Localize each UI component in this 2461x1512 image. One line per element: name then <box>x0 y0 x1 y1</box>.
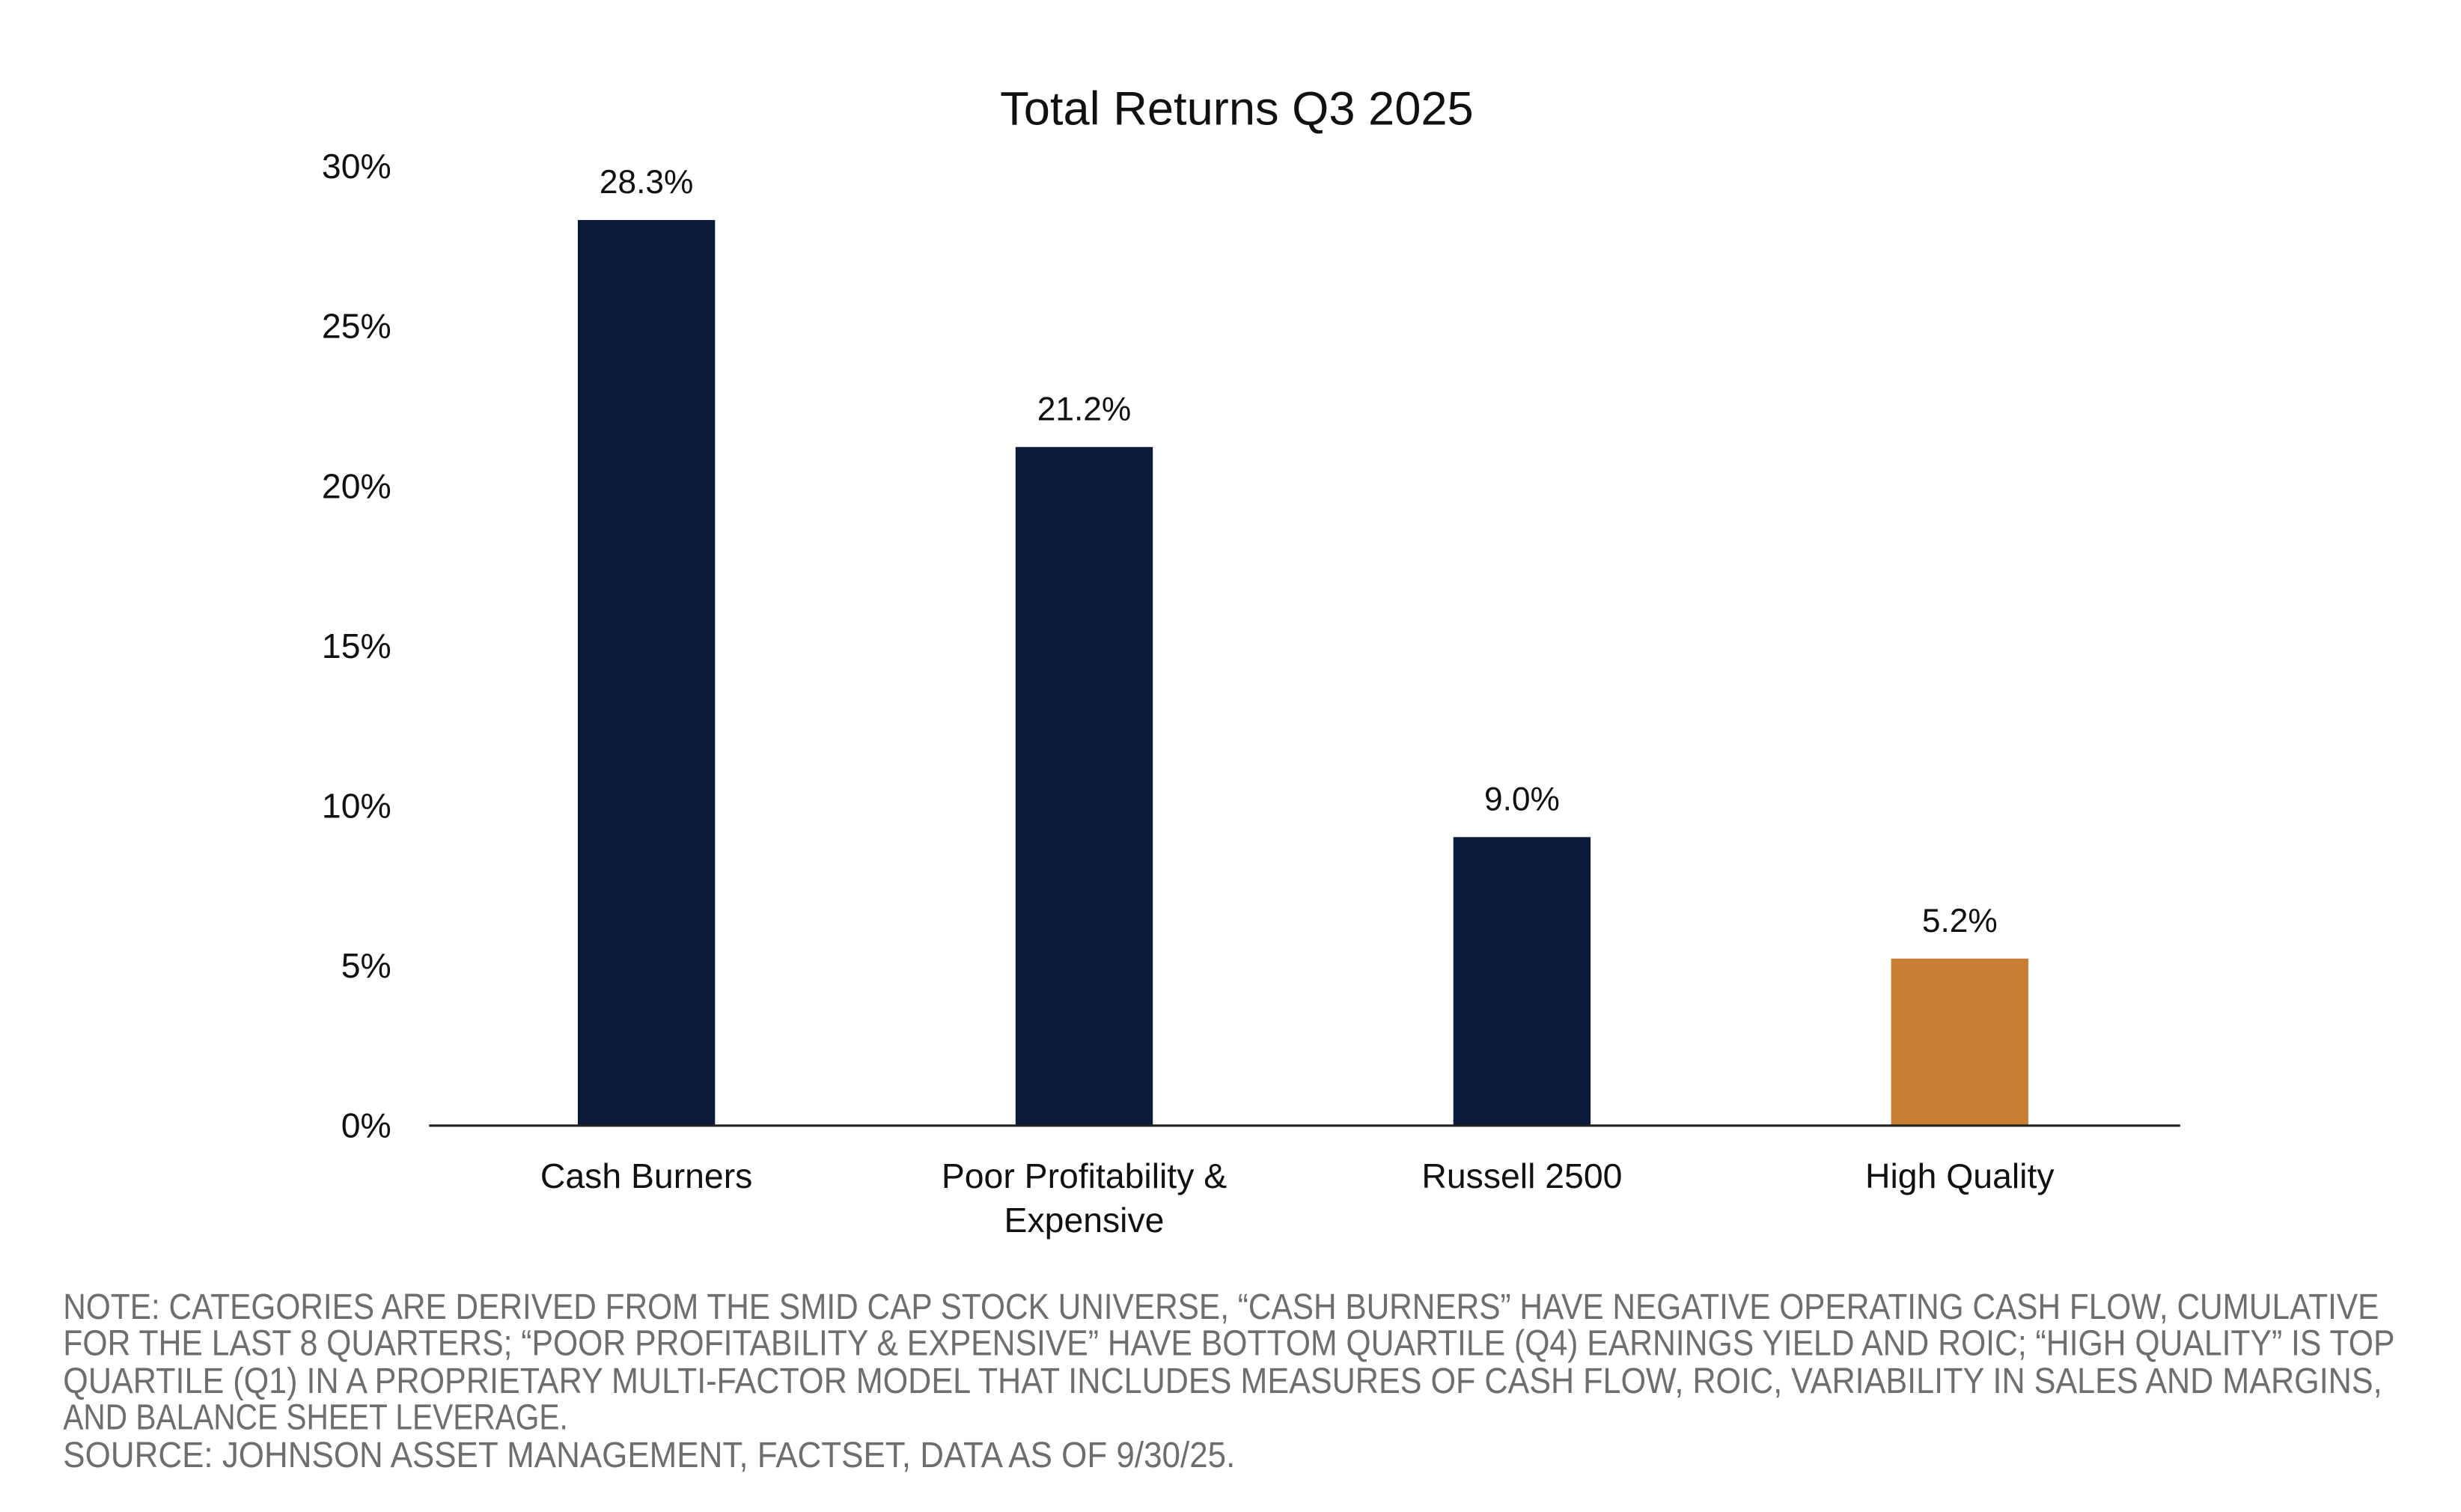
x-tick-label: Cash Burners <box>540 1156 752 1195</box>
bar-value-label: 5.2% <box>1922 903 1998 939</box>
bar <box>1891 958 2028 1125</box>
bar-value-label: 9.0% <box>1484 781 1560 818</box>
chart-title: Total Returns Q3 2025 <box>1000 83 1474 135</box>
footnote: NOTE: CATEGORIES ARE DERIVED FROM THE SM… <box>63 1287 2394 1475</box>
note-line: NOTE: CATEGORIES ARE DERIVED FROM THE SM… <box>63 1287 2379 1327</box>
y-tick-label: 25% <box>322 307 391 346</box>
x-tick-label: Poor Profitability & <box>942 1156 1227 1195</box>
bar <box>1015 447 1153 1125</box>
note-line: FOR THE LAST 8 QUARTERS; “POOR PROFITABI… <box>63 1323 2394 1363</box>
y-tick-label: 5% <box>341 946 391 985</box>
x-tick-label: High Quality <box>1865 1156 2055 1195</box>
y-tick-label: 0% <box>341 1106 391 1145</box>
bar <box>577 219 716 1125</box>
y-tick-label: 10% <box>322 786 391 825</box>
x-axis: Cash Burners Poor Profitability & Expensiv… <box>540 1156 2055 1240</box>
source-line: SOURCE: JOHNSON ASSET MANAGEMENT, FACTSE… <box>63 1435 1235 1475</box>
bar-value-label: 28.3% <box>600 164 693 201</box>
bar <box>1453 837 1591 1125</box>
y-tick-label: 15% <box>322 627 391 665</box>
bar-value-label: 21.2% <box>1037 391 1131 427</box>
note-line: AND BALANCE SHEET LEVERAGE. <box>63 1397 567 1438</box>
x-tick-label: Russell 2500 <box>1421 1156 1622 1195</box>
y-axis: 0% 5% 10% 15% 20% 25% 30% <box>322 147 391 1144</box>
note-line: QUARTILE (Q1) IN A PROPRIETARY MULTI-FAC… <box>63 1361 2382 1401</box>
y-tick-label: 20% <box>322 466 391 505</box>
y-tick-label: 30% <box>322 147 391 186</box>
bars: 28.3% 21.2% 9.0% 5.2% <box>577 164 2028 1125</box>
x-tick-label: Expensive <box>1004 1201 1165 1240</box>
